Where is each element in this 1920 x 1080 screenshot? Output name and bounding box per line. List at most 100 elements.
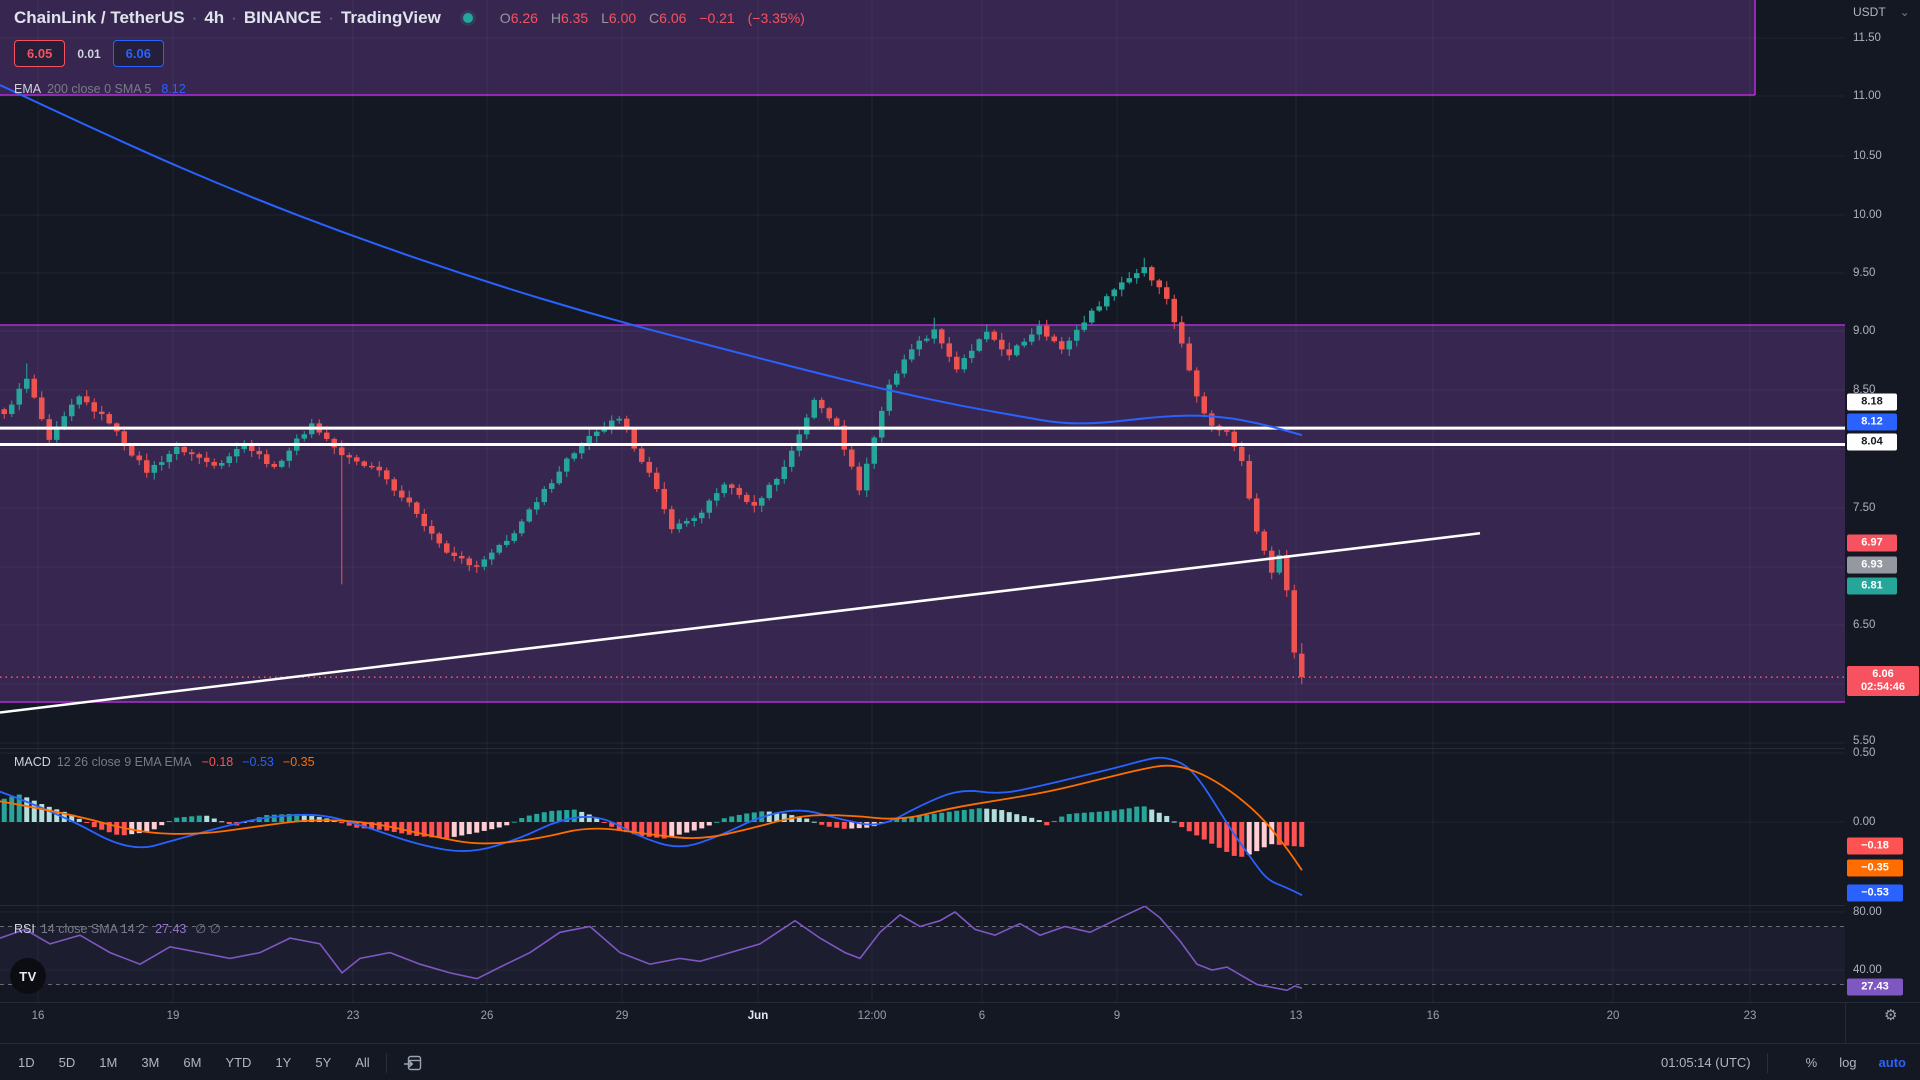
price-axis[interactable]: USDT ⌄ 11.50 11.00 10.50 10.00 9.50 9.00 8.50 7… — [1845, 0, 1920, 1002]
zone-boxes — [0, 0, 1845, 703]
range-button-6m[interactable]: 6M — [183, 1055, 202, 1070]
toolbar-divider — [1766, 1052, 1768, 1073]
rsi-name[interactable]: RSI — [14, 921, 35, 936]
timeaxis-settings-gear-icon[interactable]: ⚙ — [1884, 1007, 1898, 1024]
trendline[interactable] — [0, 532, 1481, 714]
ema-name[interactable]: EMA — [14, 82, 42, 96]
price-tick: 80.00 — [1853, 906, 1882, 918]
low-key: L — [601, 10, 609, 26]
bottom-toolbar: 1D 5D 1M 3M 6M YTD 1Y 5Y All 01:05:14 (UTC) % lo… — [0, 1043, 1920, 1080]
price-tick: 0.00 — [1853, 816, 1876, 828]
rsi-hidden-values: ∅ ∅ — [195, 922, 221, 936]
interval-label[interactable]: 4h — [204, 8, 225, 27]
auto-scale-toggle[interactable]: auto — [1878, 1055, 1906, 1070]
axis-value-label: 8.12 — [1847, 413, 1897, 431]
range-button-ytd[interactable]: YTD — [225, 1055, 252, 1070]
date-range-buttons: 1D 5D 1M 3M 6M YTD 1Y 5Y All — [18, 1055, 370, 1070]
go-to-date-icon[interactable] — [403, 1054, 423, 1072]
legend-separator: · — [231, 8, 237, 27]
tradingview-watermark-logo[interactable]: TV — [10, 958, 46, 994]
indicator-legend-macd[interactable]: MACD 12 26 close 9 EMA EMA −0.18 −0.53 −… — [14, 755, 324, 769]
price-tick: 7.50 — [1853, 502, 1876, 514]
macd-histogram-value: −0.18 — [201, 755, 234, 769]
macd-line-value: −0.53 — [242, 755, 274, 769]
high-value: 6.35 — [560, 10, 589, 26]
low-value: 6.00 — [608, 10, 637, 26]
legend-separator: · — [328, 8, 334, 27]
bid-ask-row: 6.05 0.01 6.06 — [14, 40, 164, 67]
macd-line — [0, 756, 1303, 896]
macd-pane — [0, 756, 1305, 896]
close-key: C — [649, 10, 660, 26]
macd-name[interactable]: MACD — [14, 755, 51, 769]
macd-signal-value: −0.35 — [282, 755, 315, 769]
price-tick: 5.50 — [1853, 735, 1876, 747]
time-axis[interactable]: 16 19 23 26 29 Jun 12:00 6 9 13 16 20 23 — [0, 1002, 1845, 1043]
range-button-1m[interactable]: 1M — [99, 1055, 118, 1070]
range-button-5y[interactable]: 5Y — [315, 1055, 332, 1070]
time-tick: 19 — [166, 1010, 180, 1022]
time-tick: 23 — [346, 1010, 360, 1022]
log-scale-toggle[interactable]: log — [1839, 1055, 1857, 1070]
range-button-1d[interactable]: 1D — [18, 1055, 35, 1070]
change-value: −0.21 — [699, 10, 735, 26]
chart-canvas[interactable] — [0, 0, 1845, 1002]
time-tick: 12:00 — [857, 1010, 887, 1022]
pane-separator-rsi[interactable] — [0, 905, 1920, 906]
sell-button[interactable]: 6.05 — [14, 40, 66, 67]
price-tick: 0.50 — [1853, 747, 1876, 759]
rsi-params: 14 close SMA 14 2 — [40, 921, 146, 936]
price-tick: 8.50 — [1853, 384, 1876, 396]
high-key: H — [550, 10, 561, 26]
time-tick: 9 — [1113, 1010, 1121, 1022]
rsi-pane — [0, 905, 1845, 992]
symbol-legend[interactable]: ChainLink / TetherUS · 4h · BINANCE · Tr… — [14, 8, 805, 28]
change-percent: (−3.35%) — [747, 10, 805, 26]
axis-value-label: 6.81 — [1847, 577, 1897, 595]
axis-value-label: 6.93 — [1847, 556, 1897, 574]
current-price-countdown-label: 6.06 02:54:46 — [1847, 666, 1919, 696]
open-value: 6.26 — [510, 10, 538, 26]
time-tick: 16 — [1426, 1010, 1440, 1022]
close-value: 6.06 — [659, 10, 687, 26]
toolbar-divider — [385, 1052, 387, 1073]
ema-params: 200 close 0 SMA 5 — [47, 82, 152, 96]
symbol-name[interactable]: ChainLink / TetherUS — [14, 8, 185, 27]
axis-value-label: −0.18 — [1847, 837, 1903, 855]
price-tick: 9.50 — [1853, 267, 1876, 279]
range-button-all[interactable]: All — [355, 1055, 370, 1070]
time-tick: 23 — [1743, 1010, 1757, 1022]
indicator-legend-ema[interactable]: EMA 200 close 0 SMA 5 8.12 — [14, 82, 195, 96]
percent-scale-toggle[interactable]: % — [1805, 1055, 1818, 1070]
axis-value-label: 8.04 — [1847, 433, 1897, 451]
legend-separator: · — [191, 8, 198, 27]
time-tick: 13 — [1289, 1010, 1303, 1022]
clock-display[interactable]: 01:05:14 (UTC) — [1661, 1055, 1751, 1070]
market-status-icon[interactable] — [462, 13, 473, 23]
time-tick: 6 — [978, 1010, 986, 1022]
axis-value-label: 6.97 — [1847, 534, 1897, 552]
buy-button[interactable]: 6.06 — [112, 40, 164, 67]
range-button-5d[interactable]: 5D — [58, 1055, 76, 1070]
time-tick: 20 — [1606, 1010, 1620, 1022]
price-axis-currency-selector[interactable]: USDT ⌄ — [1853, 5, 1910, 19]
spread-value: 0.01 — [77, 46, 101, 61]
range-button-1y[interactable]: 1Y — [275, 1055, 292, 1070]
indicator-legend-rsi[interactable]: RSI 14 close SMA 14 2 27.43 ∅ ∅ — [14, 921, 230, 937]
pane-separator-macd[interactable] — [0, 748, 1920, 749]
time-tick: 29 — [615, 1010, 629, 1022]
axis-value-label: −0.35 — [1847, 859, 1903, 877]
rsi-line — [0, 905, 1303, 992]
ohlc-readout: O6.26 H6.35 L6.00 C6.06 −0.21 (−3.35%) — [491, 10, 805, 26]
currency-label: USDT — [1853, 5, 1886, 19]
time-tick: 26 — [480, 1010, 494, 1022]
price-tick: 9.00 — [1853, 325, 1876, 337]
toolbar-right-group: 01:05:14 (UTC) % log auto — [1639, 1052, 1906, 1073]
exchange-label[interactable]: BINANCE — [243, 8, 322, 27]
axis-value-label: 8.18 — [1847, 393, 1897, 411]
range-button-3m[interactable]: 3M — [141, 1055, 160, 1070]
time-tick: Jun — [747, 1010, 769, 1022]
ema-200-line[interactable] — [0, 84, 1303, 437]
axis-value-label: 27.43 — [1847, 978, 1903, 996]
